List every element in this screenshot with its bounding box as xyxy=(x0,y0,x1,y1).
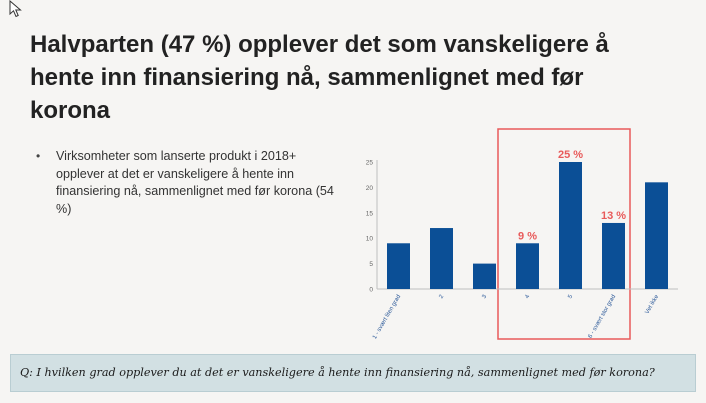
slide-title: Halvparten (47 %) opplever det som vansk… xyxy=(30,31,609,124)
x-tick-label: 3 xyxy=(481,293,488,299)
bar xyxy=(430,228,453,289)
bars xyxy=(387,162,668,289)
bar xyxy=(516,243,539,289)
x-tick-label: 1 - svært liten grad xyxy=(372,294,402,340)
x-tick-labels: 1 - svært liten grad 2 3 4 5 6 - svært stor g… xyxy=(372,293,661,340)
y-tick-label: 5 xyxy=(369,261,373,268)
y-tick-label: 20 xyxy=(366,185,374,192)
data-label: 25 % xyxy=(558,149,583,161)
x-tick-label: 5 xyxy=(567,293,574,299)
question-box: Q: I hvilken grad opplever du at det er … xyxy=(10,354,696,392)
highlight-box xyxy=(497,128,631,340)
bar xyxy=(645,182,668,289)
y-tick-label: 15 xyxy=(366,210,374,217)
bar-chart: 0 5 10 15 20 25 1 - svært liten grad 2 3 4 5 6 - s… xyxy=(366,128,678,340)
y-tick-label: 25 xyxy=(366,160,374,167)
data-label: 9 % xyxy=(518,230,537,242)
x-tick-label: Vet ikke xyxy=(645,293,661,315)
data-labels: 9 % 25 % 13 % xyxy=(518,149,626,242)
y-tick-labels: 0 5 10 15 20 25 xyxy=(366,160,374,294)
x-tick-label: 2 xyxy=(438,293,445,299)
bar xyxy=(387,243,410,289)
bar xyxy=(559,162,582,289)
data-label: 13 % xyxy=(601,210,626,222)
x-tick-label: 4 xyxy=(524,293,531,299)
bullet-item: Virksomheter som lanserte produkt i 2018… xyxy=(36,148,336,218)
bar xyxy=(602,222,625,289)
bar xyxy=(473,263,496,289)
y-tick-label: 10 xyxy=(366,236,374,243)
y-tick-label: 0 xyxy=(369,287,373,294)
mouse-cursor-icon xyxy=(9,0,22,18)
bullet-list: Virksomheter som lanserte produkt i 2018… xyxy=(36,148,336,218)
x-tick-label: 6 - svært stor grad xyxy=(588,294,618,339)
